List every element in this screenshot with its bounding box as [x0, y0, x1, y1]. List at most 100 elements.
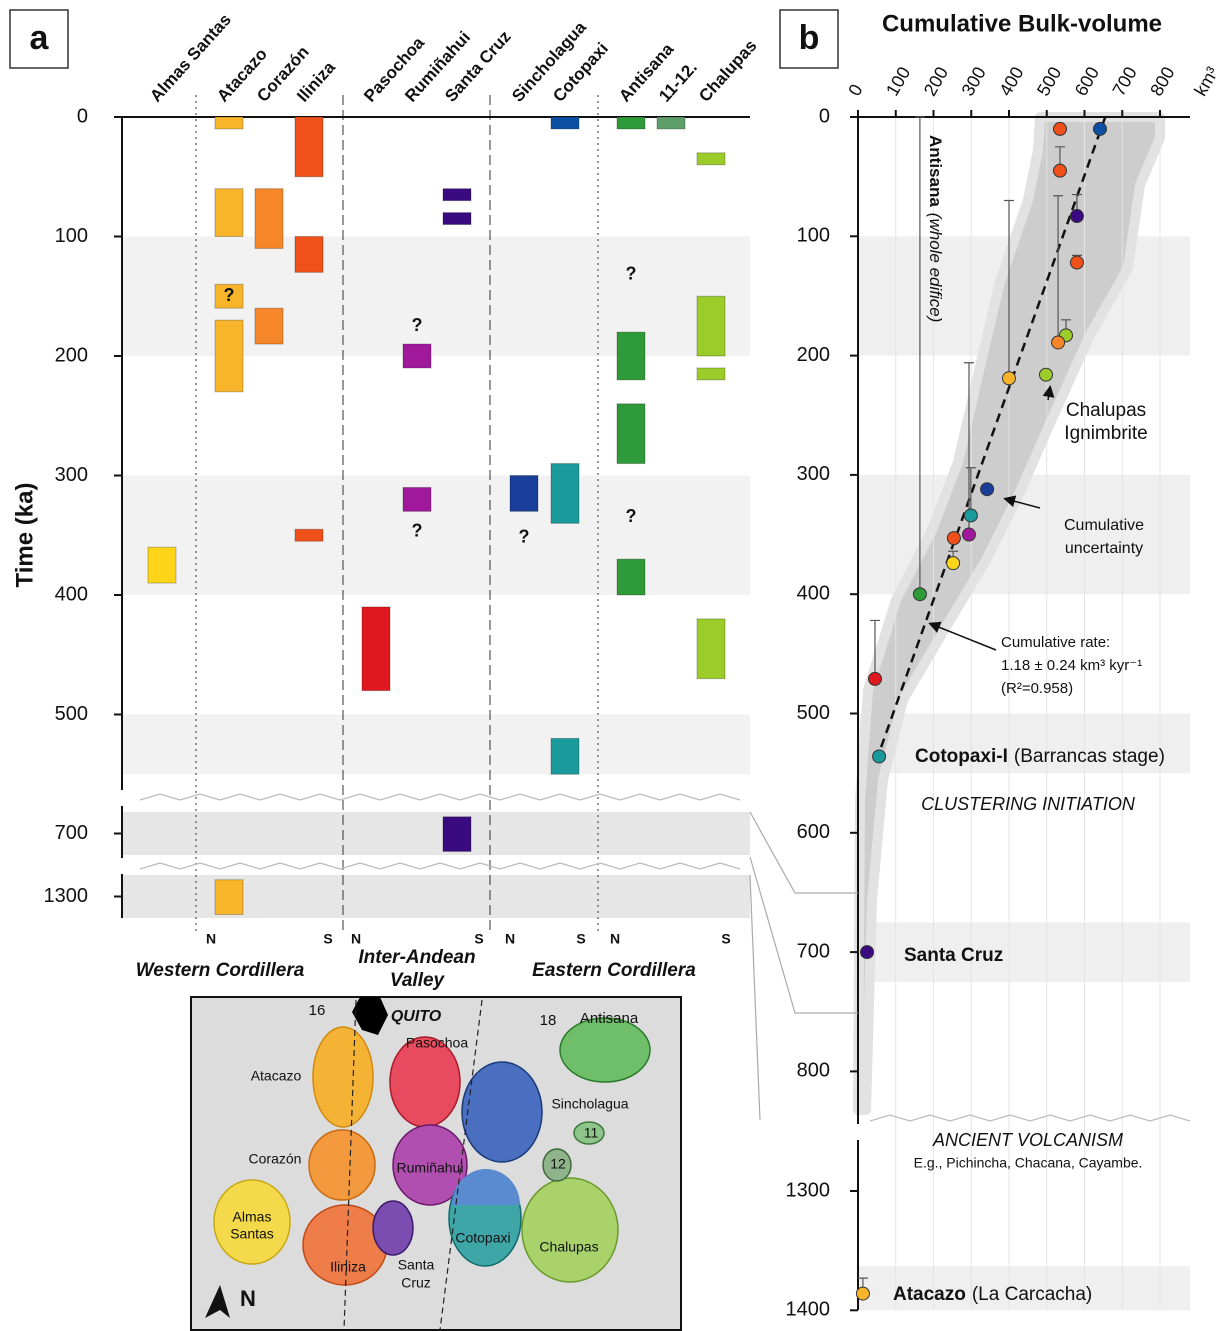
panel-label: a: [30, 19, 50, 57]
data-point: [1052, 163, 1067, 178]
data-point: [980, 482, 995, 497]
panel-label: b: [799, 19, 820, 57]
range-bar: [550, 737, 580, 775]
data-point: [872, 749, 887, 764]
y-tick-label: 200: [55, 344, 88, 366]
volcano-shape: [452, 1169, 520, 1205]
map-label: Chalupas: [539, 1239, 598, 1255]
y-tick-label: 100: [55, 225, 88, 247]
volcano-shape: [213, 1179, 291, 1265]
annotation: Santa Cruz: [904, 945, 1003, 966]
y-tick-label: 0: [77, 105, 88, 127]
orientation-label: S: [474, 931, 483, 947]
data-point: [963, 508, 978, 523]
range-bar: [214, 116, 244, 130]
volcano-shape: [308, 1129, 376, 1201]
y-tick-label: 200: [797, 344, 830, 366]
x-tick-label: 400: [995, 63, 1027, 99]
y-tick-label: 300: [55, 464, 88, 486]
y-tick-label: 500: [55, 703, 88, 725]
error-bar: [963, 362, 974, 535]
annotation-text: (Barrancas stage): [1014, 746, 1165, 767]
volcano-shape: [372, 1200, 414, 1256]
range-bar: [616, 116, 646, 130]
x-tick-label: 500: [1033, 63, 1065, 99]
range-bar: [254, 307, 284, 345]
data-point: [1069, 255, 1084, 270]
x-tick-label: 200: [920, 63, 952, 99]
orientation-label: S: [576, 931, 585, 947]
annotation-bold: Atacazo: [893, 1284, 966, 1305]
y-tick-label: 700: [55, 822, 88, 844]
range-bar: [550, 116, 580, 130]
range-bar: [509, 475, 539, 512]
data-point: [1051, 335, 1066, 350]
y-axis-label: Time (ka): [11, 483, 38, 588]
question-mark: ?: [519, 526, 530, 546]
annotation: Chalupas: [1066, 400, 1146, 421]
range-bar: [402, 486, 432, 512]
error-bar: [1004, 199, 1014, 379]
map-label: Rumiñahui: [397, 1160, 464, 1176]
y-tick-label: 800: [797, 1060, 830, 1082]
orientation-label: N: [610, 931, 620, 947]
y-tick-label: 500: [797, 702, 830, 724]
y-tick-label: 100: [797, 225, 830, 247]
range-bar: [402, 343, 432, 369]
volcano-shape: [312, 1026, 374, 1128]
x-tick-label: 800: [1146, 63, 1178, 99]
annotation-arrow: [1042, 385, 1055, 401]
region-label: Western Cordillera: [136, 960, 305, 981]
region-label: Valley: [390, 970, 446, 991]
question-mark: ?: [626, 506, 637, 526]
x-tick-label: 300: [958, 63, 990, 99]
band: [858, 1266, 1190, 1311]
volcano-shape: [392, 1124, 468, 1206]
column-label: Chalupas: [695, 36, 760, 106]
question-mark: ?: [626, 263, 637, 283]
range-bar: [696, 295, 726, 357]
range-bar: [254, 188, 284, 249]
data-point: [912, 587, 927, 602]
range-bar: [361, 606, 391, 692]
map-label: Corazón: [249, 1151, 302, 1167]
data-point: [946, 556, 961, 571]
annotation-bold: Cotopaxi-I: [915, 746, 1008, 767]
data-point: [1092, 121, 1107, 136]
data-point: [1052, 121, 1067, 136]
volcano-shape: [542, 1148, 572, 1182]
annotation: uncertainty: [1065, 540, 1143, 557]
quito-area: [352, 997, 388, 1035]
orientation-label: N: [505, 931, 515, 947]
data-point: [946, 531, 961, 546]
axis-break: [139, 862, 741, 870]
orientation-label: S: [323, 931, 332, 947]
panel-label-box: [779, 9, 839, 69]
y-tick-label: 300: [797, 463, 830, 485]
annotation: Atacazo (La Carcacha): [893, 1284, 1092, 1305]
annotation-bold: Antisana: [926, 135, 945, 207]
range-bar: [147, 546, 177, 584]
y-tick-label: 400: [55, 583, 88, 605]
y-tick-label: 1400: [786, 1299, 831, 1321]
annotation-text: (La Carcacha): [972, 1284, 1092, 1305]
annotation: Cumulative: [1064, 517, 1144, 534]
data-point: [867, 671, 882, 686]
annotation: Ignimbrite: [1064, 423, 1147, 444]
data-point: [1038, 367, 1053, 382]
annotation: 1.18 ± 0.24 km³ kyr⁻¹: [1001, 657, 1142, 674]
annotation-text: (whole edifice): [926, 213, 945, 323]
x-tick-label: 600: [1071, 63, 1103, 99]
range-bar: [442, 816, 472, 852]
connector-line: [749, 811, 858, 1121]
map-label: Sincholagua: [551, 1096, 628, 1112]
range-bar: [696, 367, 726, 381]
question-mark: ?: [412, 315, 423, 335]
y-tick-label: 400: [797, 582, 830, 604]
map-label: Santa: [398, 1257, 435, 1273]
map: [190, 996, 682, 1331]
map-label: QUITO: [391, 1008, 442, 1025]
annotation: Cumulative rate:: [1001, 634, 1110, 651]
data-point: [961, 527, 976, 542]
